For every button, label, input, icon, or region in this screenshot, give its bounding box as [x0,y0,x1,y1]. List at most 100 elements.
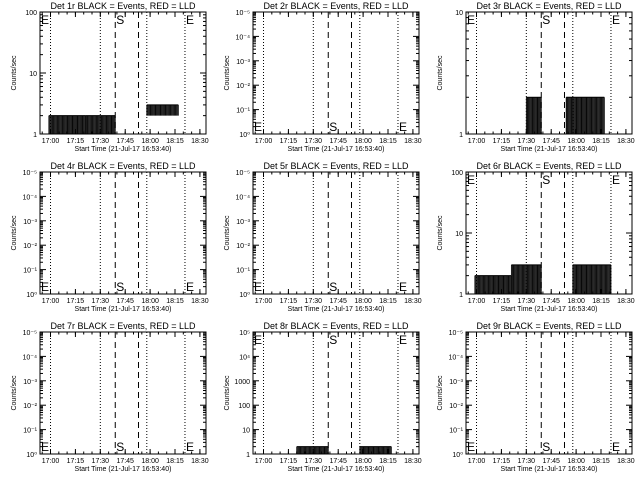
x-tick-label: 18:00 [141,298,159,305]
y-tick-label: 10⁰ [26,291,37,299]
end-marker-label: E [186,280,194,294]
y-tick-label: 10⁰ [26,451,37,459]
y-tick-label: 10⁻² [236,83,250,90]
x-tick-label: 17:30 [92,458,110,465]
y-tick-label: 10⁻¹ [449,428,463,435]
y-tick-label: 100 [451,170,463,177]
y-tick-label: 10⁴ [239,354,250,361]
x-tick-label: 18:15 [379,138,397,145]
detector-panel: Det 9r BLACK = Events, RED = LLD Counts/s… [437,321,635,473]
y-axis-label: Counts/sec [11,215,18,251]
end-marker-label: E [399,333,407,347]
x-tick-label: 17:45 [116,458,134,465]
end-marker-label: E [41,440,49,454]
y-tick-label: 10⁻¹ [236,268,250,275]
y-tick-label: 1 [459,132,463,139]
y-tick-label: 10⁻⁴ [236,34,251,41]
y-tick-label: 10⁻⁴ [23,194,38,201]
x-tick-label: 17:00 [42,298,60,305]
x-tick-label: 17:00 [255,138,273,145]
x-tick-label: 17:30 [305,458,323,465]
x-tick-label: 17:45 [329,138,347,145]
x-tick-label: 17:30 [518,298,536,305]
y-axis-label: Counts/sec [224,55,231,91]
end-marker-label: E [41,13,49,27]
start-marker-label: S [329,333,337,347]
y-tick-label: 10⁻³ [449,379,463,386]
start-marker-label: S [542,13,550,27]
y-tick-label: 10⁻⁵ [23,330,37,337]
detector-panel: Det 6r BLACK = Events, RED = LLD Counts/s… [437,161,635,313]
x-axis-label: Start Time (21-Jul-17 16:53:40) [288,306,385,313]
x-tick-label: 18:30 [191,298,209,305]
y-tick-label: 10 [29,71,37,78]
x-axis-label: Start Time (21-Jul-17 16:53:40) [288,146,385,153]
x-axis-label: Start Time (21-Jul-17 16:53:40) [75,466,172,473]
end-marker-label: E [254,120,262,134]
y-axis-label: Counts/sec [437,55,444,91]
y-tick-label: 10⁻¹ [23,428,37,435]
panel-title: Det 3r BLACK = Events, RED = LLD [476,1,622,11]
y-tick-label: 10⁻⁵ [236,10,250,17]
x-tick-label: 18:00 [354,458,372,465]
x-tick-label: 18:15 [592,298,610,305]
x-tick-label: 17:15 [493,138,511,145]
y-tick-label: 10⁵ [239,330,250,337]
x-tick-label: 18:00 [567,458,585,465]
x-axis-label: Start Time (21-Jul-17 16:53:40) [501,306,598,313]
x-axis-label: Start Time (21-Jul-17 16:53:40) [501,466,598,473]
y-axis-label: Counts/sec [437,375,444,411]
y-axis-label: Counts/sec [224,375,231,411]
y-axis-label: Counts/sec [11,375,18,411]
x-tick-label: 17:30 [92,298,110,305]
y-tick-label: 10⁻⁵ [236,170,250,177]
y-tick-label: 10⁰ [239,291,250,299]
y-tick-label: 10⁻² [236,243,250,250]
start-marker-label: S [542,173,550,187]
x-tick-label: 17:45 [116,138,134,145]
end-marker-label: E [186,440,194,454]
x-tick-label: 18:30 [617,298,635,305]
y-tick-label: 10⁻² [23,403,37,410]
x-tick-label: 17:00 [42,138,60,145]
start-marker-label: S [329,120,337,134]
y-axis-label: Counts/sec [224,215,231,251]
y-axis-label: Counts/sec [437,215,444,251]
end-marker-label: E [254,333,262,347]
x-axis-label: Start Time (21-Jul-17 16:53:40) [501,146,598,153]
detector-panel: Det 3r BLACK = Events, RED = LLD Counts/s… [437,1,635,153]
x-tick-label: 18:30 [617,458,635,465]
end-marker-label: E [467,440,475,454]
end-marker-label: E [399,120,407,134]
y-tick-label: 10 [455,231,463,238]
detector-panel: Det 7r BLACK = Events, RED = LLD Counts/s… [11,321,209,473]
panel-title: Det 7r BLACK = Events, RED = LLD [50,321,196,331]
x-tick-label: 18:30 [617,138,635,145]
x-tick-label: 18:15 [592,458,610,465]
y-tick-label: 10⁻⁴ [236,194,251,201]
y-tick-label: 1000 [234,379,250,386]
end-marker-label: E [399,280,407,294]
detector-panel: Det 2r BLACK = Events, RED = LLD Counts/s… [224,1,422,153]
y-tick-label: 100 [25,10,37,17]
x-tick-label: 17:00 [42,458,60,465]
end-marker-label: E [612,13,620,27]
detector-panel: Det 4r BLACK = Events, RED = LLD Counts/s… [11,161,209,313]
x-tick-label: 18:00 [567,298,585,305]
x-tick-label: 17:00 [468,138,486,145]
start-marker-label: S [116,440,124,454]
plot-frame [39,171,207,295]
y-tick-label: 10 [455,10,463,17]
x-tick-label: 18:15 [166,458,184,465]
y-tick-label: 1 [246,452,250,459]
x-tick-label: 18:15 [592,138,610,145]
x-axis-label: Start Time (21-Jul-17 16:53:40) [75,306,172,313]
end-marker-label: E [467,13,475,27]
x-tick-label: 17:30 [305,138,323,145]
y-tick-label: 10⁻² [23,243,37,250]
start-marker-label: S [329,280,337,294]
plot-frame [252,171,420,295]
y-tick-label: 10⁻⁴ [449,354,464,361]
plot-frame [465,331,633,455]
x-tick-label: 17:30 [518,458,536,465]
